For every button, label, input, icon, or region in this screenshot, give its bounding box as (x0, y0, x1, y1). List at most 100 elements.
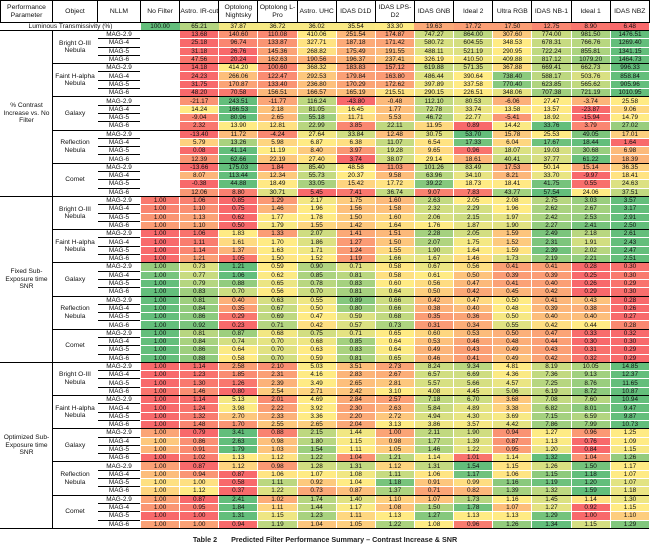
value-cell: 1.86 (296, 237, 337, 247)
value-cell: 55.73 (296, 171, 337, 181)
value-cell: 738.40 (492, 71, 532, 81)
value-cell: 1.26 (492, 520, 532, 529)
nllm-magnitude: MAG-6 (97, 54, 141, 65)
value-cell: 0.84 (179, 337, 219, 347)
table-row: MAG-6 1.00 0.83 0.70 0.56 0.70 0.81 0.64 0.50 0.4… (1, 287, 650, 297)
table-row: MAG-4 1.00 1.11 1.61 1.70 1.86 1.27 1.50 2.07 1.7… (1, 237, 650, 247)
value-cell: 1.15 (257, 511, 298, 521)
value-cell: 6.87 (296, 138, 337, 148)
value-cell: 183.83 (335, 63, 376, 73)
value-cell: 0.27 (609, 312, 650, 322)
value-cell: 0.50 (296, 304, 337, 314)
table-row: MAG-5 31.75 170.87 133.40 236.80 170.29 172.62… (1, 79, 650, 90)
value-cell: 2.08 (492, 196, 532, 206)
value-cell: 2.73 (374, 362, 415, 372)
value-cell: 1.14 (179, 395, 219, 405)
value-cell: 140.60 (218, 30, 258, 40)
value-cell: 1.00 (139, 370, 180, 380)
value-cell (139, 38, 180, 48)
object-name: Faint H-alpha Nebula (52, 229, 98, 264)
value-cell: 50.14 (531, 163, 572, 173)
value-cell: 0.55 (296, 296, 337, 305)
value-cell: 3.41 (218, 428, 258, 438)
value-cell: 1.22 (257, 486, 298, 496)
value-cell: 1.00 (139, 412, 180, 421)
value-cell: 0.42 (296, 320, 337, 330)
header-row: Performance Parameter Object NLLM No Filter… (0, 0, 650, 23)
value-cell: 1.08 (335, 470, 376, 480)
value-cell: 2.31 (257, 370, 298, 380)
value-cell: 1.04 (335, 453, 376, 463)
value-cell: 14.85 (609, 362, 650, 372)
value-cell: 1.60 (374, 196, 415, 206)
value-cell: 53.70 (453, 130, 493, 139)
value-cell: 1.10 (609, 511, 650, 521)
object-name: Bright O-III Nebula (52, 30, 98, 65)
value-cell: 1.46 (453, 254, 493, 264)
value-cell: 1.00 (139, 495, 180, 504)
value-cell: 22.77 (453, 113, 493, 123)
value-cell: 0.81 (335, 354, 376, 363)
value-cell: 0.65 (257, 279, 298, 289)
nllm-magnitude: MAG-4 (97, 469, 141, 479)
value-cell: 9.13 (570, 370, 611, 380)
value-cell: 722.24 (531, 47, 572, 56)
table-row: MAG-6 1.00 0.88 0.58 0.70 0.59 0.81 0.65 0.46 0.4… (1, 353, 650, 363)
table-row: MAG-5 1.00 1.30 1.26 2.39 3.49 2.65 2.81 5.57 5.6… (1, 378, 650, 388)
value-cell: 18.41 (492, 179, 532, 189)
value-cell: 0.70 (257, 354, 298, 363)
value-cell: 1.06 (179, 229, 219, 239)
value-cell: -13.66 (179, 163, 219, 173)
value-cell: 0.30 (609, 271, 650, 280)
value-cell: -43.80 (335, 96, 376, 106)
value-cell: 0.35 (413, 312, 454, 322)
table-row: MAG-4 1.00 0.95 1.84 1.11 1.44 1.17 1.08 1.50 1.7… (1, 502, 650, 513)
value-cell: 19.28 (374, 146, 415, 156)
value-cell: 8.80 (218, 188, 258, 197)
value-cell: 0.64 (374, 337, 415, 347)
value-cell (139, 130, 180, 139)
value-cell: 0.58 (374, 262, 415, 272)
value-cell: 1.59 (570, 486, 611, 496)
value-cell: 1.00 (139, 287, 180, 297)
value-cell: 0.81 (335, 271, 376, 280)
value-cell: 0.31 (570, 345, 611, 355)
value-cell: 9.58 (374, 171, 415, 181)
nllm-magnitude: MAG-6 (97, 220, 141, 231)
value-cell: 2.57 (374, 395, 415, 405)
value-cell: 1.14 (570, 495, 611, 504)
value-cell: 1.70 (257, 237, 298, 247)
value-cell: 1.02 (179, 453, 219, 463)
value-cell: 1.10 (374, 495, 415, 504)
value-cell: 1.00 (139, 213, 180, 222)
nllm-magnitude: MAG-5 (97, 245, 141, 255)
column-header: Astro. IR-cut (179, 0, 220, 23)
nllm-magnitude: MAG-5 (97, 511, 141, 521)
nllm-magnitude: MAG-5 (97, 444, 141, 454)
value-cell: 5.57 (413, 378, 454, 388)
value-cell: 62.66 (218, 154, 258, 164)
nllm-magnitude: MAG-4 (97, 370, 141, 379)
value-cell: 0.31 (413, 320, 454, 330)
value-cell: 8.19 (531, 362, 572, 372)
object-name: Galaxy (52, 428, 98, 463)
value-cell: 2.33 (257, 412, 298, 421)
value-cell: 1.51 (374, 229, 415, 239)
value-cell: 348.06 (492, 88, 532, 98)
nllm-magnitude: MAG-5 (97, 212, 141, 222)
value-cell: 1.00 (139, 403, 180, 413)
value-cell: 1.06 (257, 470, 298, 480)
value-cell: 215.51 (374, 88, 415, 98)
value-cell: 327.71 (296, 38, 337, 48)
table-row: MAG-6 1.00 1.10 0.50 1.79 1.55 1.42 1.64 1.76 1.8… (1, 220, 650, 231)
value-cell: 0.39 (531, 271, 572, 280)
value-cell: 31.75 (179, 80, 219, 90)
value-cell: 0.87 (179, 495, 219, 504)
value-cell: 14.79 (609, 113, 650, 123)
value-cell: 2.31 (531, 237, 572, 247)
value-cell: 1.01 (453, 453, 493, 463)
nllm-magnitude: MAG-4 (97, 502, 141, 512)
value-cell: 0.94 (179, 470, 219, 480)
value-cell: 292.53 (296, 71, 337, 81)
value-cell: 27.40 (296, 154, 337, 164)
